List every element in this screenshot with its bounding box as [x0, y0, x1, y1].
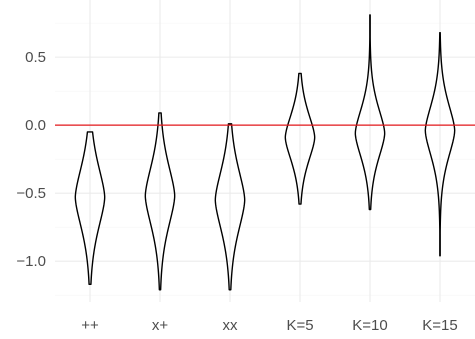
- grid: [55, 0, 475, 302]
- y-tick-label: 0.0: [25, 117, 46, 134]
- violin-xx: [214, 123, 246, 291]
- violins: [74, 14, 456, 291]
- x-tick-label: K=10: [352, 317, 387, 334]
- x-tick-label: K=5: [286, 317, 313, 334]
- violin-K=10: [354, 14, 386, 211]
- violin-++: [74, 131, 106, 286]
- y-tick-label: 0.5: [25, 49, 46, 66]
- violin-K=5: [284, 72, 316, 205]
- x-tick-label: x+: [152, 317, 169, 334]
- x-tick-label: ++: [81, 317, 99, 334]
- y-tick-label: −0.5: [16, 185, 46, 202]
- x-tick-label: K=15: [422, 317, 457, 334]
- y-tick-label: −1.0: [16, 253, 46, 270]
- violin-K=15: [424, 31, 456, 257]
- y-axis-tick-labels: −1.0 −0.5 0.0 0.5: [16, 49, 46, 270]
- violin-x+: [144, 112, 176, 291]
- x-axis-tick-labels: ++ x+ xx K=5 K=10 K=15: [81, 317, 457, 334]
- x-tick-label: xx: [223, 317, 239, 334]
